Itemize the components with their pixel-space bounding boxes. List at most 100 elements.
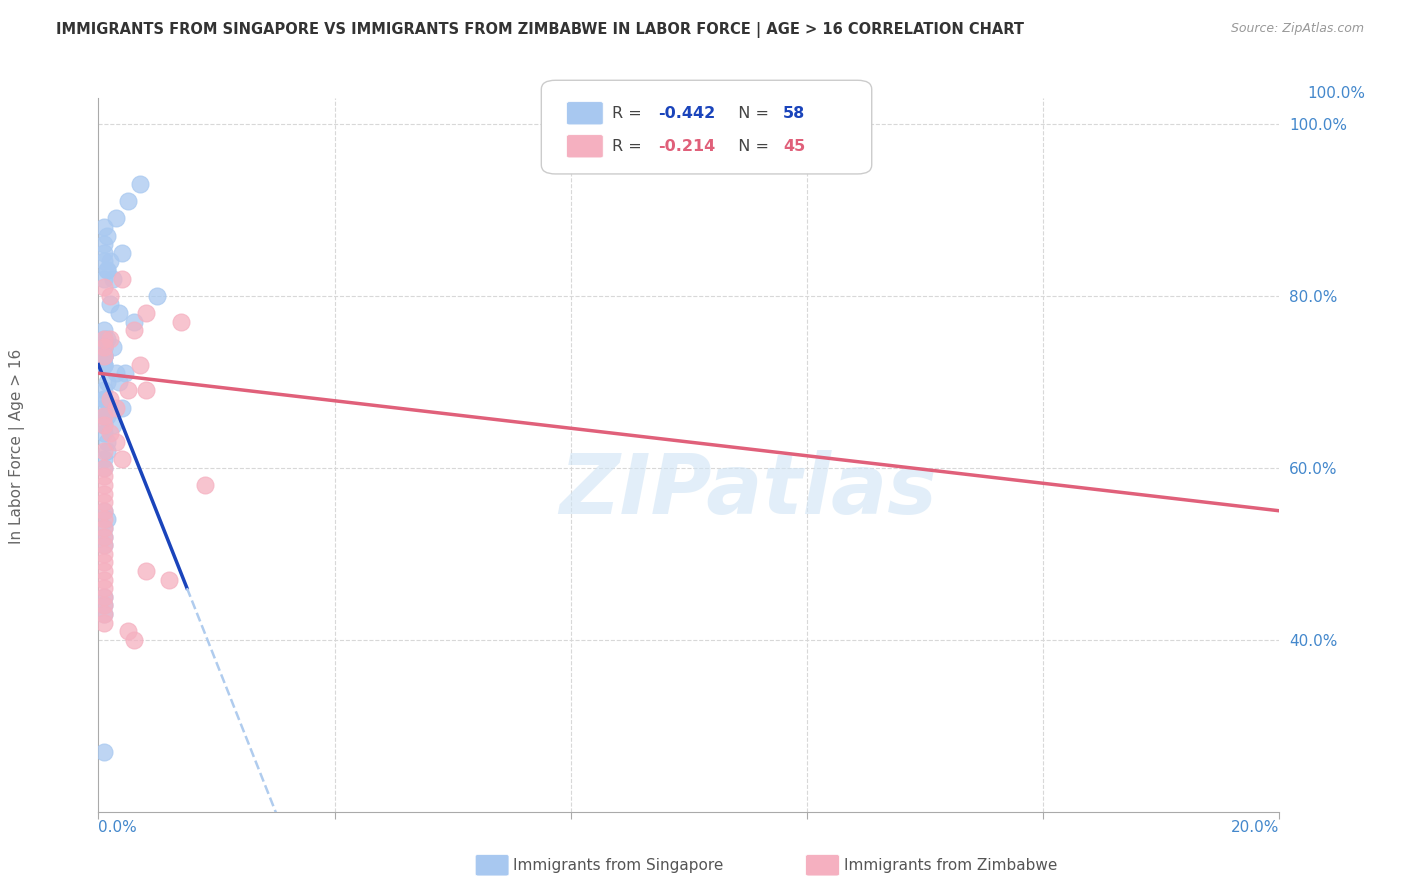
Text: R =: R = (612, 139, 647, 153)
Point (117, 194, 139, 209)
Point (117, 384, 139, 398)
Point (93, 564, 115, 578)
Point (93, 280, 115, 294)
Point (98, 297, 121, 311)
Point (96, 409, 118, 424)
Point (93, 460, 115, 475)
Point (93, 469, 115, 483)
Point (98, 289, 121, 303)
Point (93, 358, 115, 372)
Text: Immigrants from Zimbabwe: Immigrants from Zimbabwe (844, 858, 1057, 872)
Text: N =: N = (728, 106, 775, 120)
Point (93, 417, 115, 432)
Point (93, 486, 115, 500)
Point (93, 341, 115, 355)
Point (93, 392, 115, 406)
Point (96, 332, 118, 346)
Point (98, 392, 121, 406)
Point (93, 504, 115, 518)
Point (96, 443, 118, 458)
Point (128, 358, 150, 372)
Point (93, 341, 115, 355)
Point (93, 460, 115, 475)
Point (111, 271, 134, 285)
Point (93, 443, 115, 458)
Point (93, 547, 115, 561)
Point (194, 478, 217, 492)
Point (93, 401, 115, 415)
Point (93, 512, 115, 526)
Point (93, 384, 115, 398)
Point (122, 323, 145, 337)
Point (170, 315, 193, 329)
Point (93, 349, 115, 363)
Point (93, 426, 115, 441)
Point (146, 289, 169, 303)
Point (93, 478, 115, 492)
Point (93, 538, 115, 552)
Point (93, 349, 115, 363)
Point (93, 590, 115, 604)
Point (93, 323, 115, 337)
Text: R =: R = (612, 106, 647, 120)
Point (108, 306, 131, 320)
Point (105, 401, 128, 415)
Point (93, 521, 115, 535)
Point (114, 366, 136, 380)
Point (93, 607, 115, 621)
Point (93, 590, 115, 604)
Point (93, 495, 115, 509)
Text: N =: N = (728, 139, 775, 153)
Point (96, 263, 118, 277)
Point (96, 512, 118, 526)
Point (93, 349, 115, 363)
Point (93, 392, 115, 406)
Point (96, 375, 118, 389)
Point (93, 254, 115, 268)
Point (93, 409, 115, 424)
Text: In Labor Force | Age > 16: In Labor Force | Age > 16 (8, 349, 25, 543)
Point (93, 581, 115, 595)
Point (93, 332, 115, 346)
Point (93, 599, 115, 613)
Point (93, 745, 115, 759)
Point (96, 228, 118, 243)
Text: -0.214: -0.214 (658, 139, 716, 153)
Text: 45: 45 (783, 139, 806, 153)
Point (98, 426, 121, 441)
Point (93, 237, 115, 252)
Point (135, 306, 157, 320)
Point (96, 435, 118, 450)
Point (135, 564, 157, 578)
Point (93, 573, 115, 587)
Point (122, 632, 145, 647)
Point (103, 417, 125, 432)
Point (105, 211, 128, 226)
Text: IMMIGRANTS FROM SINGAPORE VS IMMIGRANTS FROM ZIMBABWE IN LABOR FORCE | AGE > 16 : IMMIGRANTS FROM SINGAPORE VS IMMIGRANTS … (56, 22, 1024, 38)
Point (111, 401, 134, 415)
Point (96, 263, 118, 277)
Text: 58: 58 (783, 106, 806, 120)
Point (122, 315, 145, 329)
Point (135, 384, 157, 398)
Point (93, 358, 115, 372)
Point (103, 341, 125, 355)
Point (93, 245, 115, 260)
Point (98, 254, 121, 268)
Point (93, 349, 115, 363)
Point (93, 530, 115, 544)
Text: Immigrants from Singapore: Immigrants from Singapore (513, 858, 724, 872)
Point (105, 435, 128, 450)
Point (93, 349, 115, 363)
Point (93, 607, 115, 621)
Point (157, 573, 180, 587)
Point (93, 452, 115, 467)
Point (98, 332, 121, 346)
Point (93, 358, 115, 372)
Point (93, 332, 115, 346)
Text: -0.442: -0.442 (658, 106, 716, 120)
Point (117, 624, 139, 639)
Point (93, 615, 115, 630)
Point (93, 271, 115, 285)
Text: 20.0%: 20.0% (1232, 821, 1279, 835)
